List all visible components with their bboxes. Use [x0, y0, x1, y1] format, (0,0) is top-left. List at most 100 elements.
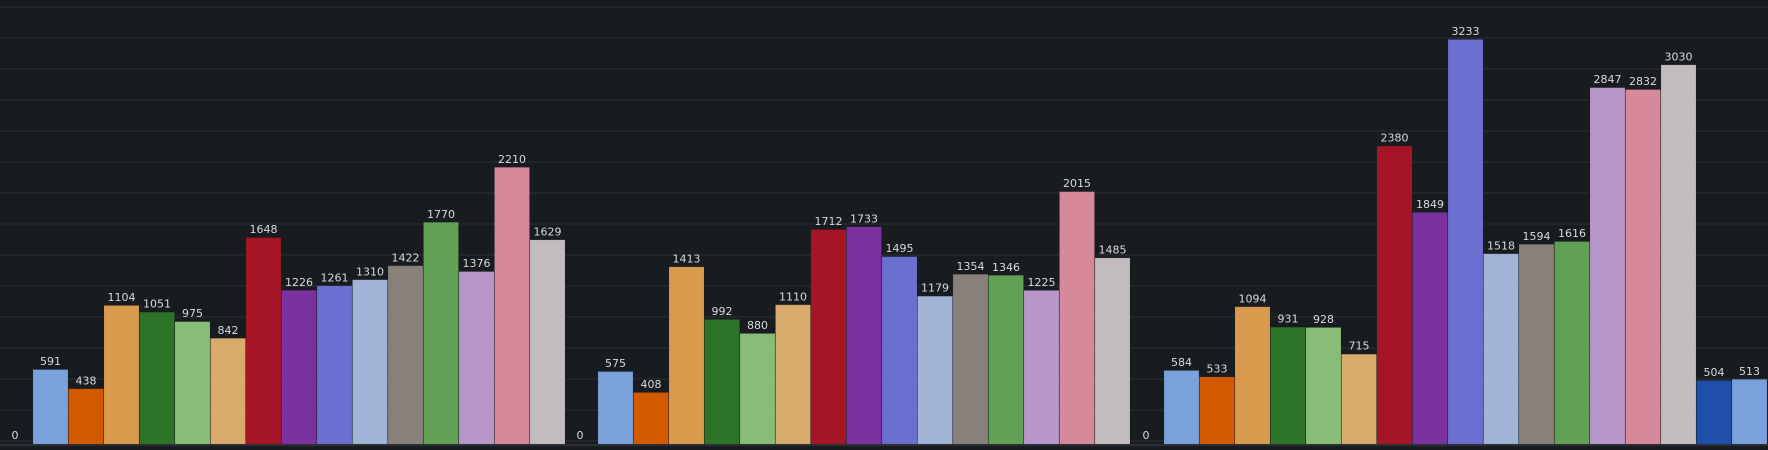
data-label: 2832 — [1629, 75, 1657, 88]
bar — [494, 167, 530, 445]
bar — [281, 290, 317, 445]
data-label: 0 — [1143, 429, 1150, 442]
bar — [246, 237, 281, 445]
data-label: 504 — [1704, 366, 1725, 379]
bar — [352, 279, 388, 445]
data-label: 3233 — [1452, 25, 1480, 38]
bar — [1341, 354, 1377, 445]
data-label: 1104 — [108, 291, 136, 304]
data-label: 715 — [1349, 340, 1370, 353]
bar — [139, 312, 175, 445]
bar — [846, 226, 882, 445]
data-label: 842 — [218, 324, 239, 337]
bars — [33, 39, 1767, 445]
data-label: 1346 — [992, 261, 1020, 274]
bar — [1306, 327, 1341, 445]
bar — [811, 229, 846, 445]
bar — [1164, 370, 1199, 445]
bar — [530, 239, 565, 445]
bar — [1483, 253, 1519, 445]
data-label: 1094 — [1239, 292, 1267, 305]
data-label: 0 — [577, 429, 584, 442]
bar — [633, 392, 669, 445]
bar — [1412, 212, 1448, 445]
bar — [1554, 241, 1590, 445]
data-label: 1712 — [815, 215, 843, 228]
bar — [953, 274, 988, 445]
data-label: 513 — [1739, 365, 1760, 378]
data-label: 0 — [12, 429, 19, 442]
bar — [598, 371, 633, 445]
bar — [175, 321, 210, 445]
bar — [388, 265, 423, 445]
bar — [423, 222, 459, 445]
data-label: 1485 — [1099, 243, 1127, 256]
data-label: 438 — [76, 374, 97, 387]
bar — [1590, 87, 1625, 445]
bar — [104, 305, 139, 445]
bar — [68, 388, 104, 445]
data-label: 1226 — [285, 276, 313, 289]
bar — [1696, 380, 1732, 445]
bar — [740, 333, 775, 445]
data-label: 931 — [1278, 313, 1299, 326]
data-label: 1310 — [356, 265, 384, 278]
bar — [1377, 146, 1412, 445]
data-label: 3030 — [1665, 50, 1693, 63]
data-label: 1422 — [392, 251, 420, 264]
data-label: 1518 — [1487, 239, 1515, 252]
data-label: 1616 — [1558, 227, 1586, 240]
data-label: 1376 — [463, 257, 491, 270]
data-label: 1849 — [1416, 198, 1444, 211]
data-label: 591 — [40, 355, 61, 368]
bar — [882, 256, 917, 445]
bar — [1661, 64, 1696, 445]
bar — [988, 275, 1024, 445]
data-label: 880 — [747, 319, 768, 332]
data-label: 1179 — [921, 282, 949, 295]
bar — [669, 266, 704, 445]
bar — [1024, 290, 1059, 445]
data-label: 1594 — [1523, 230, 1551, 243]
bar — [1199, 376, 1235, 445]
bar — [1270, 327, 1306, 445]
data-label: 1261 — [321, 271, 349, 284]
bar — [1095, 257, 1130, 445]
bar — [1519, 244, 1554, 445]
bar — [1625, 89, 1661, 445]
bar — [1732, 379, 1767, 445]
data-label: 533 — [1207, 362, 1228, 375]
data-label: 1629 — [534, 225, 562, 238]
data-label: 1770 — [427, 208, 455, 221]
data-label: 992 — [712, 305, 733, 318]
data-label: 1225 — [1028, 276, 1056, 289]
data-label: 1495 — [886, 242, 914, 255]
data-label: 2847 — [1594, 73, 1622, 86]
bar — [459, 271, 494, 445]
data-label: 975 — [182, 307, 203, 320]
data-label: 2015 — [1063, 177, 1091, 190]
data-label: 584 — [1171, 356, 1192, 369]
bar — [704, 319, 740, 445]
data-label: 928 — [1313, 313, 1334, 326]
bar — [210, 338, 246, 445]
data-label: 2380 — [1381, 132, 1409, 145]
data-label: 575 — [605, 357, 626, 370]
bar — [33, 369, 68, 445]
bar — [1448, 39, 1483, 445]
bar — [1235, 306, 1270, 445]
data-label: 1648 — [250, 223, 278, 236]
bar — [917, 296, 953, 445]
data-label: 1733 — [850, 212, 878, 225]
data-label: 1110 — [779, 290, 807, 303]
data-label: 1413 — [673, 252, 701, 265]
bar — [1059, 191, 1095, 445]
data-label: 2210 — [498, 153, 526, 166]
data-label: 1051 — [143, 298, 171, 311]
bar — [317, 285, 352, 445]
bar — [775, 304, 811, 445]
value-labels: 0 591 438 1104 1051 975 842 1648 1226 1261 1310 142… — [12, 25, 1761, 442]
data-label: 408 — [641, 378, 662, 391]
data-label: 1354 — [957, 260, 985, 273]
